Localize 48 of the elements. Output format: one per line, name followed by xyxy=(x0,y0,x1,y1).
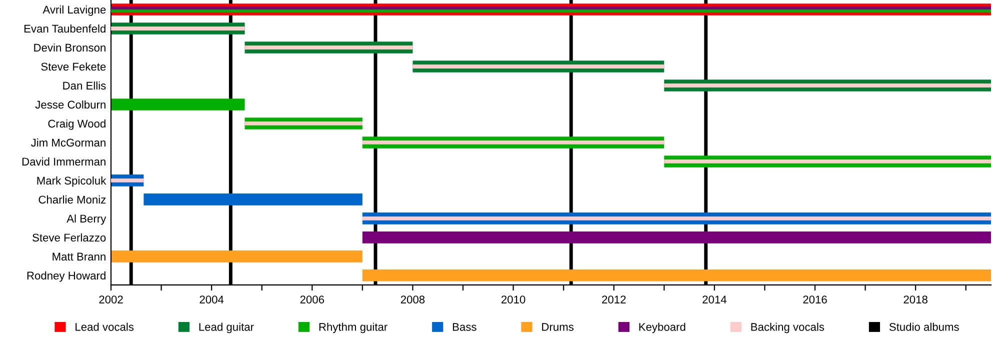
y-tick-label: David Immerman xyxy=(22,157,106,166)
legend-label: Studio albums xyxy=(889,322,959,331)
x-tick-label: 2006 xyxy=(300,296,324,304)
bar xyxy=(144,194,362,206)
bar xyxy=(664,159,991,164)
y-tick-label: Devin Bronson xyxy=(34,43,106,52)
y-tick-label: Evan Taubenfeld xyxy=(24,24,106,33)
y-tick-label: Jim McGorman xyxy=(31,138,106,147)
y-tick-label: Dan Ellis xyxy=(63,81,106,90)
y-tick-label: Al Berry xyxy=(66,214,106,225)
x-tick-label: 2008 xyxy=(400,296,425,304)
bar xyxy=(412,64,664,68)
x-tick-label: 2004 xyxy=(200,296,224,304)
x-tick-label: 2010 xyxy=(501,296,526,304)
bar xyxy=(244,122,362,126)
bar xyxy=(244,46,413,50)
bar xyxy=(111,98,245,110)
bar xyxy=(362,140,664,144)
bar xyxy=(111,178,144,182)
legend-label: Lead guitar xyxy=(199,322,254,334)
x-tick-label: 2016 xyxy=(803,296,827,304)
x-tick-label: 2002 xyxy=(99,296,123,304)
y-tick-label: Mark Spicoluk xyxy=(37,176,106,187)
bar xyxy=(111,9,991,12)
legend-label: Rhythm guitar xyxy=(319,322,388,334)
legend-label: Bass xyxy=(452,323,476,331)
y-tick-label: Matt Brann xyxy=(52,252,106,261)
bar xyxy=(111,6,991,10)
y-tick-label: Rodney Howard xyxy=(27,271,106,282)
legend-label: Backing vocals xyxy=(751,322,824,334)
bar xyxy=(362,232,991,244)
x-tick-label: 2018 xyxy=(904,296,928,304)
bar xyxy=(362,270,991,282)
bar xyxy=(664,84,991,88)
y-tick-label: Jesse Colburn xyxy=(35,100,106,109)
legend-label: Keyboard xyxy=(639,322,686,334)
x-tick-label: 2012 xyxy=(602,296,626,304)
x-tick-label: 2014 xyxy=(702,296,726,304)
legend-label: Drums xyxy=(542,323,574,331)
bar xyxy=(111,250,362,262)
bar xyxy=(362,216,991,220)
legend-label: Lead vocals xyxy=(76,322,134,331)
bar xyxy=(111,26,245,30)
y-tick-label: Avril Lavigne xyxy=(42,5,106,16)
y-tick-label: Steve Fekete xyxy=(41,62,106,71)
y-tick-label: Craig Wood xyxy=(48,119,106,130)
y-tick-label: Steve Ferlazzo xyxy=(32,233,106,242)
y-tick-label: Charlie Moniz xyxy=(38,195,106,204)
